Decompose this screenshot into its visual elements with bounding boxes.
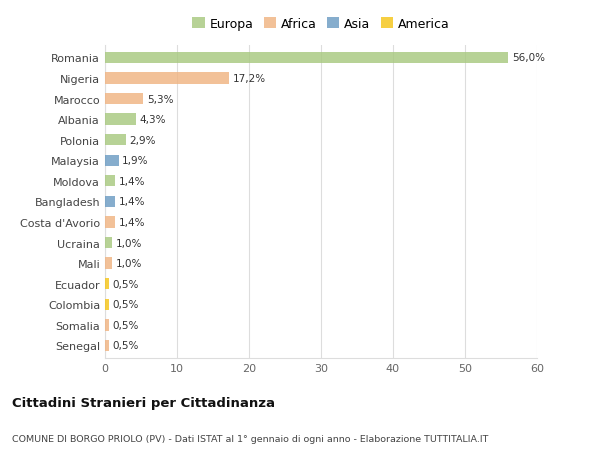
Bar <box>105 340 109 351</box>
Text: 0,5%: 0,5% <box>112 300 139 310</box>
Text: 2,9%: 2,9% <box>130 135 156 146</box>
Bar <box>105 237 112 249</box>
Text: 0,5%: 0,5% <box>112 341 139 351</box>
Text: 5,3%: 5,3% <box>147 94 173 104</box>
Text: 1,4%: 1,4% <box>119 197 145 207</box>
Text: 1,9%: 1,9% <box>122 156 149 166</box>
Text: 1,4%: 1,4% <box>119 218 145 228</box>
Text: 1,0%: 1,0% <box>116 238 142 248</box>
Bar <box>105 53 508 64</box>
Text: 0,5%: 0,5% <box>112 279 139 289</box>
Bar <box>105 217 115 228</box>
Bar <box>105 94 143 105</box>
Bar <box>105 134 126 146</box>
Bar <box>105 114 136 125</box>
Text: COMUNE DI BORGO PRIOLO (PV) - Dati ISTAT al 1° gennaio di ogni anno - Elaborazio: COMUNE DI BORGO PRIOLO (PV) - Dati ISTAT… <box>12 434 488 442</box>
Text: 4,3%: 4,3% <box>140 115 166 125</box>
Bar <box>105 196 115 207</box>
Text: 1,4%: 1,4% <box>119 176 145 186</box>
Bar <box>105 319 109 331</box>
Bar <box>105 73 229 84</box>
Bar <box>105 299 109 310</box>
Bar <box>105 279 109 290</box>
Text: 1,0%: 1,0% <box>116 258 142 269</box>
Bar <box>105 176 115 187</box>
Text: 17,2%: 17,2% <box>232 74 266 84</box>
Bar <box>105 155 119 167</box>
Legend: Europa, Africa, Asia, America: Europa, Africa, Asia, America <box>190 16 452 34</box>
Bar <box>105 258 112 269</box>
Text: 0,5%: 0,5% <box>112 320 139 330</box>
Text: Cittadini Stranieri per Cittadinanza: Cittadini Stranieri per Cittadinanza <box>12 396 275 409</box>
Text: 56,0%: 56,0% <box>512 53 545 63</box>
